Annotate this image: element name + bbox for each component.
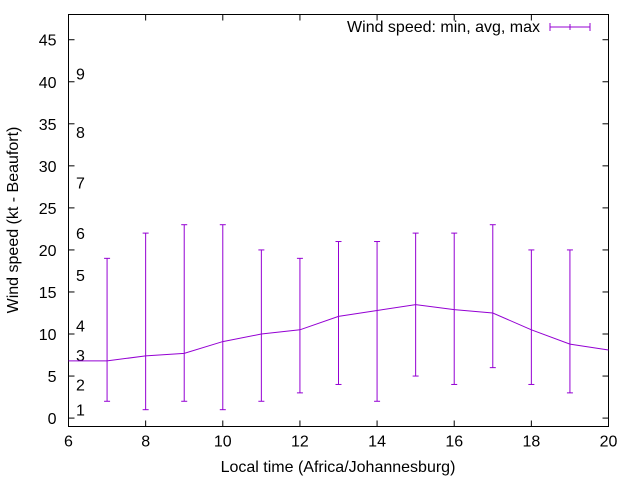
x-tick-label: 8 [141, 434, 150, 451]
beaufort-label: 7 [76, 176, 85, 193]
y-axis-title: Wind speed (kt - Beaufort) [5, 127, 22, 314]
x-tick-label: 6 [64, 434, 73, 451]
beaufort-label: 8 [76, 125, 85, 142]
beaufort-label: 9 [76, 66, 85, 83]
x-tick-label: 14 [368, 434, 386, 451]
y-tick-label: 45 [39, 33, 57, 50]
beaufort-label: 5 [76, 268, 85, 285]
beaufort-label: 3 [76, 348, 85, 365]
y-tick-label: 5 [48, 369, 57, 386]
legend: Wind speed: min, avg, max [347, 19, 591, 36]
y-tick-label: 25 [39, 201, 57, 218]
y-tick-label: 0 [48, 411, 57, 428]
avg-line [68, 304, 609, 362]
x-axis-title: Local time (Africa/Johannesburg) [221, 459, 456, 476]
y-tick-label: 40 [39, 75, 57, 92]
x-tick-label: 12 [291, 434, 309, 451]
y-tick-label: 30 [39, 159, 57, 176]
beaufort-label: 2 [76, 377, 85, 394]
x-tick-label: 20 [600, 434, 618, 451]
legend-label: Wind speed: min, avg, max [347, 19, 540, 36]
beaufort-label: 4 [76, 319, 85, 336]
x-tick-label: 10 [214, 434, 232, 451]
y-tick-label: 15 [39, 285, 57, 302]
beaufort-label: 6 [76, 226, 85, 243]
beaufort-label: 1 [76, 403, 85, 420]
plot-border [68, 14, 609, 427]
y-tick-label: 35 [39, 117, 57, 134]
y-tick-label: 20 [39, 243, 57, 260]
x-tick-label: 16 [445, 434, 463, 451]
y-tick-label: 10 [39, 327, 57, 344]
x-tick-label: 18 [522, 434, 540, 451]
